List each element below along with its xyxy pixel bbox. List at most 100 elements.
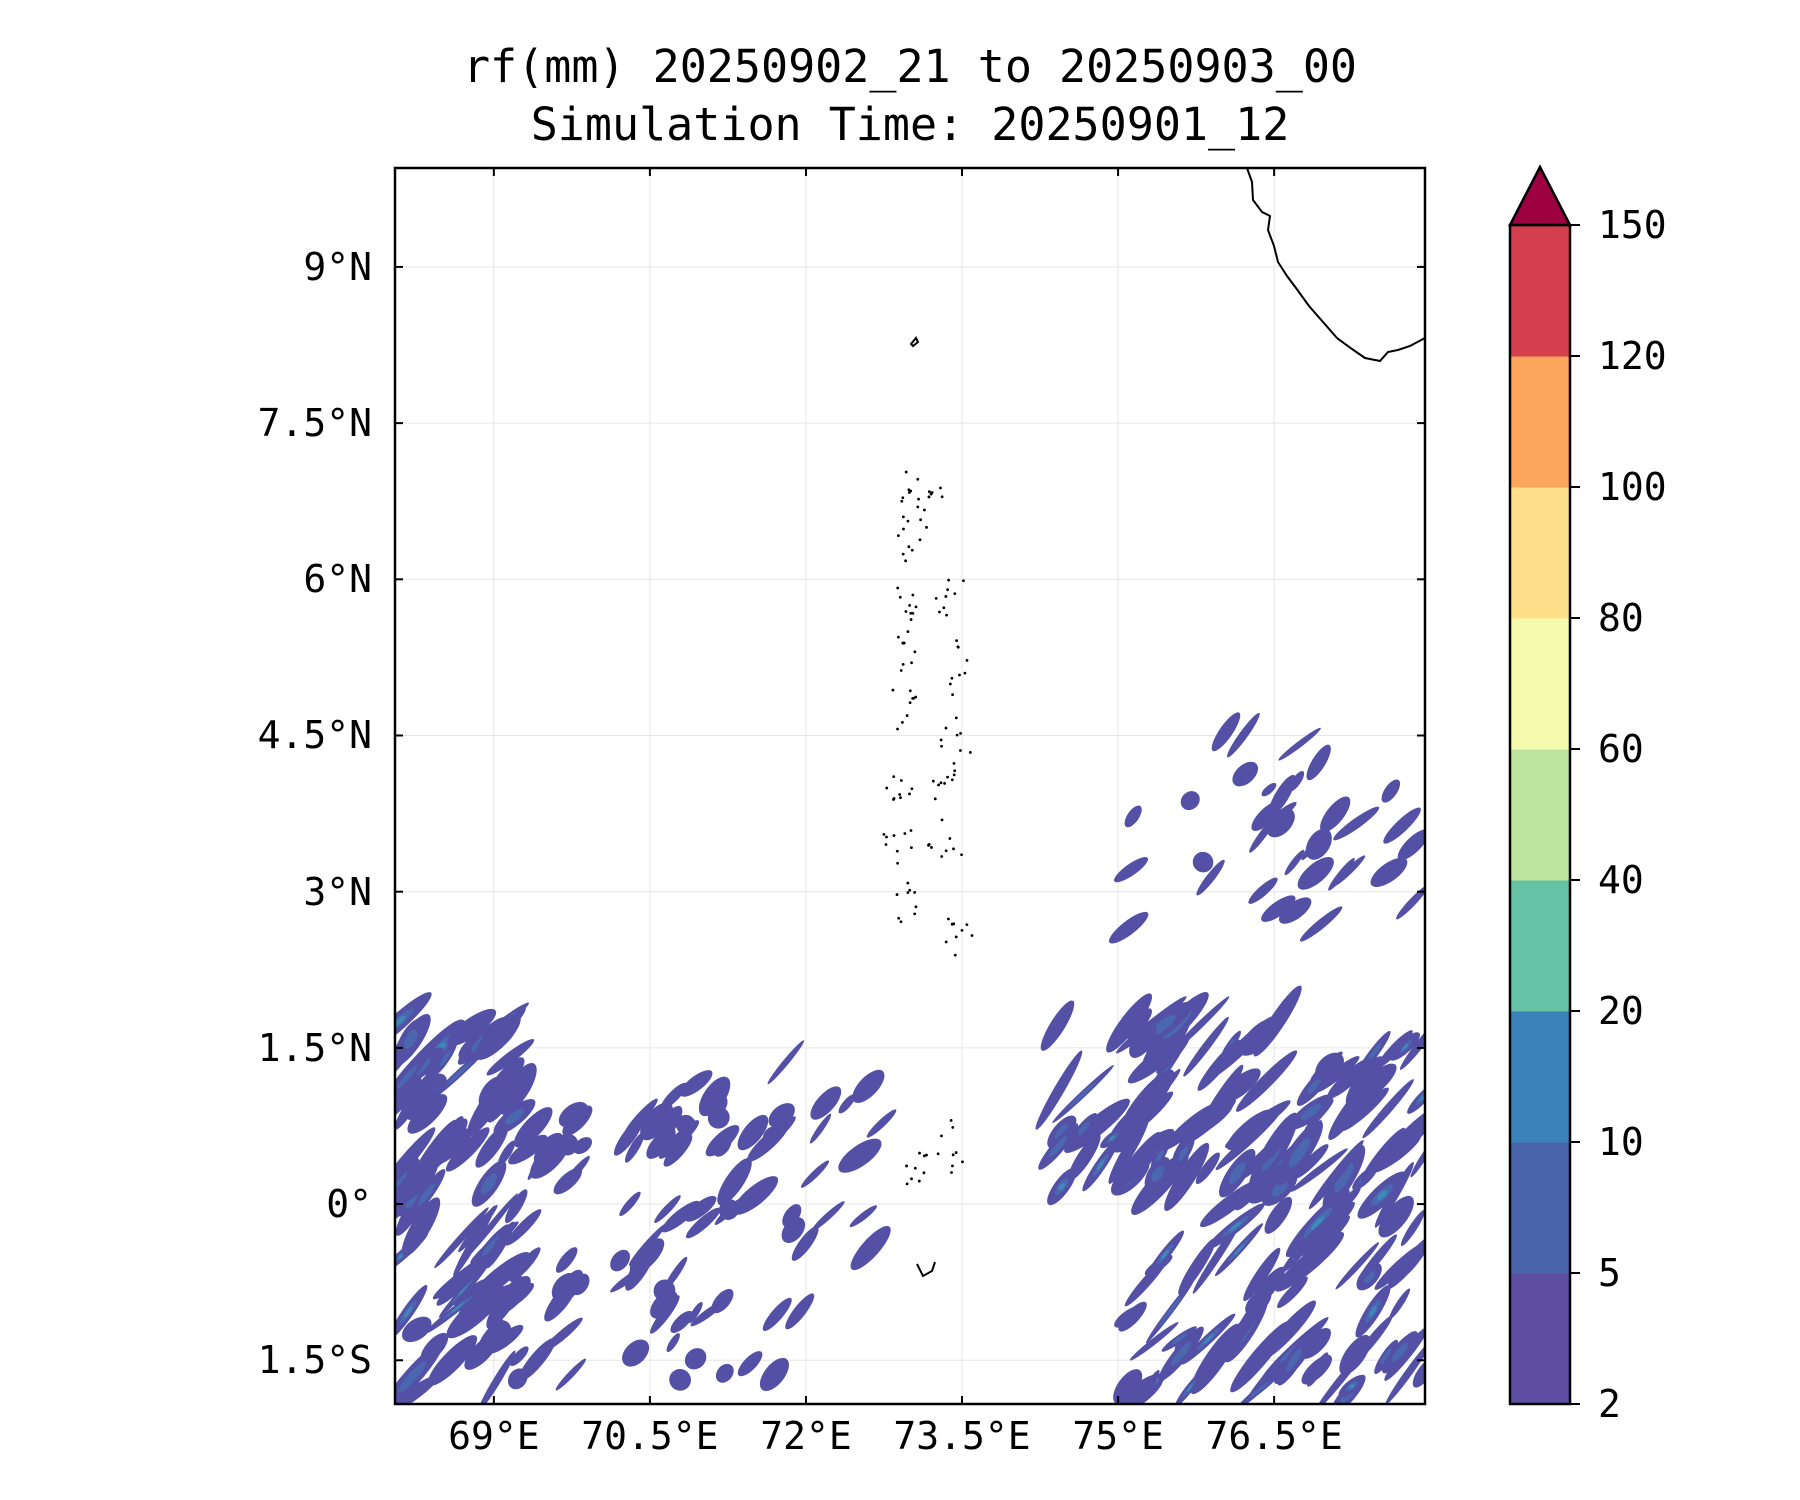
atoll-dot bbox=[908, 603, 912, 607]
atoll-dot bbox=[911, 593, 915, 597]
rain-cell bbox=[866, 1109, 897, 1138]
rain-cell bbox=[1178, 1238, 1216, 1295]
atoll-dot bbox=[958, 673, 961, 677]
rain-cell bbox=[1114, 1305, 1142, 1328]
atoll-dot bbox=[946, 917, 950, 921]
atoll-dot bbox=[952, 761, 956, 765]
rain-cell bbox=[782, 1204, 802, 1228]
atoll-dot bbox=[911, 611, 915, 615]
rain-cell bbox=[838, 1138, 882, 1173]
atoll-dot bbox=[902, 641, 906, 645]
lon-label: 70.5°E bbox=[581, 1414, 719, 1458]
atoll-dot bbox=[961, 1160, 964, 1164]
rain-cell bbox=[718, 1199, 739, 1220]
rain-cell-heavy bbox=[1186, 1384, 1193, 1393]
rain-cell bbox=[1284, 849, 1305, 876]
atoll-dot bbox=[944, 726, 948, 730]
atoll-dot bbox=[954, 1151, 958, 1154]
rain-cell-moderate bbox=[445, 1060, 473, 1086]
atoll-dot bbox=[946, 775, 949, 779]
rain-cell bbox=[1371, 1133, 1422, 1173]
rain-cell bbox=[1064, 1098, 1130, 1153]
atoll-dot bbox=[914, 605, 918, 609]
rain-cell bbox=[1040, 1000, 1075, 1051]
rain-cell bbox=[1129, 1023, 1157, 1058]
rain-cell bbox=[1306, 744, 1331, 781]
atoll-dot bbox=[965, 658, 969, 662]
rain-cell bbox=[1209, 1016, 1275, 1079]
rain-cell bbox=[1129, 1322, 1179, 1361]
rain-cell bbox=[508, 1134, 548, 1165]
rain-cell-moderate bbox=[1171, 1341, 1192, 1366]
rain-cell bbox=[625, 1242, 657, 1291]
atoll-dot bbox=[906, 630, 910, 633]
rain-cell bbox=[732, 1176, 779, 1215]
colorbar-label: 120 bbox=[1598, 334, 1667, 378]
rain-cell bbox=[685, 1207, 721, 1239]
rain-cell bbox=[684, 1195, 717, 1222]
colorbar-segment bbox=[1510, 1142, 1570, 1274]
rain-cell bbox=[640, 1113, 654, 1131]
rain-cell bbox=[781, 1217, 806, 1243]
atoll-dot bbox=[944, 940, 948, 944]
rain-cell-moderate bbox=[1391, 1342, 1409, 1362]
rain-cell bbox=[1297, 857, 1334, 890]
atoll-dot bbox=[913, 650, 917, 654]
rain-cell bbox=[1333, 806, 1380, 841]
rain-cell-heavy bbox=[1058, 1182, 1065, 1191]
rain-cell bbox=[1278, 897, 1312, 924]
rain-cell bbox=[838, 1094, 856, 1114]
rain-cell bbox=[555, 1247, 578, 1273]
atoll-dot bbox=[949, 1119, 953, 1122]
lat-label: 3°N bbox=[303, 869, 372, 914]
map-title-line2: Simulation Time: 20250901_12 bbox=[530, 98, 1290, 151]
atoll-dot bbox=[910, 1177, 913, 1181]
rain-cell bbox=[1290, 1148, 1348, 1192]
lat-label: 7.5°N bbox=[257, 401, 372, 446]
atoll-dot bbox=[914, 905, 918, 909]
atoll-dot bbox=[909, 618, 913, 621]
atoll-dot bbox=[906, 891, 910, 894]
atoll-dot bbox=[904, 470, 908, 474]
atoll-dot bbox=[940, 855, 944, 858]
rain-cell bbox=[1389, 1288, 1411, 1320]
atoll-dot bbox=[953, 769, 957, 773]
rain-cell bbox=[1114, 857, 1149, 883]
atoll-dot bbox=[939, 486, 942, 490]
lon-label: 73.5°E bbox=[893, 1414, 1031, 1458]
atoll-dot bbox=[960, 853, 963, 857]
atoll-dot bbox=[936, 1152, 940, 1156]
rain-cell-moderate bbox=[396, 1064, 418, 1090]
rain-cell bbox=[1383, 807, 1421, 844]
rain-cell bbox=[1113, 1369, 1143, 1404]
rain-cell bbox=[1164, 1142, 1210, 1211]
rain-cell bbox=[1293, 1201, 1355, 1259]
rain-cell bbox=[1374, 1162, 1414, 1228]
lon-label: 69°E bbox=[448, 1414, 540, 1458]
atoll-dot bbox=[951, 693, 954, 697]
atoll-dot bbox=[927, 490, 931, 494]
atoll-dot bbox=[901, 663, 905, 666]
rain-cell bbox=[669, 1368, 691, 1391]
rain-cell bbox=[445, 1127, 490, 1172]
rain-cell-moderate bbox=[1178, 1146, 1189, 1162]
rain-cell bbox=[1381, 779, 1401, 803]
rain-cell-moderate bbox=[1271, 1180, 1288, 1197]
rain-cell-heavy bbox=[1349, 1383, 1355, 1389]
rain-cell-heavy bbox=[458, 1285, 468, 1296]
rain-cell bbox=[1275, 1232, 1345, 1292]
atoll-dot bbox=[903, 832, 907, 835]
atoll-dot bbox=[950, 1171, 953, 1174]
rain-cell bbox=[640, 1102, 674, 1141]
rain-cell bbox=[395, 1375, 439, 1404]
rain-cell bbox=[498, 1282, 535, 1312]
atoll-dot bbox=[965, 923, 969, 927]
rain-cell-moderate bbox=[1055, 1124, 1069, 1140]
rain-cell bbox=[1115, 1146, 1157, 1187]
rain-cell bbox=[401, 1197, 441, 1257]
colorbar-label: 60 bbox=[1598, 727, 1644, 771]
atoll-dot bbox=[907, 545, 911, 549]
atoll-dot bbox=[959, 749, 962, 752]
rain-cell bbox=[1370, 857, 1408, 887]
atoll-dot bbox=[896, 727, 899, 731]
